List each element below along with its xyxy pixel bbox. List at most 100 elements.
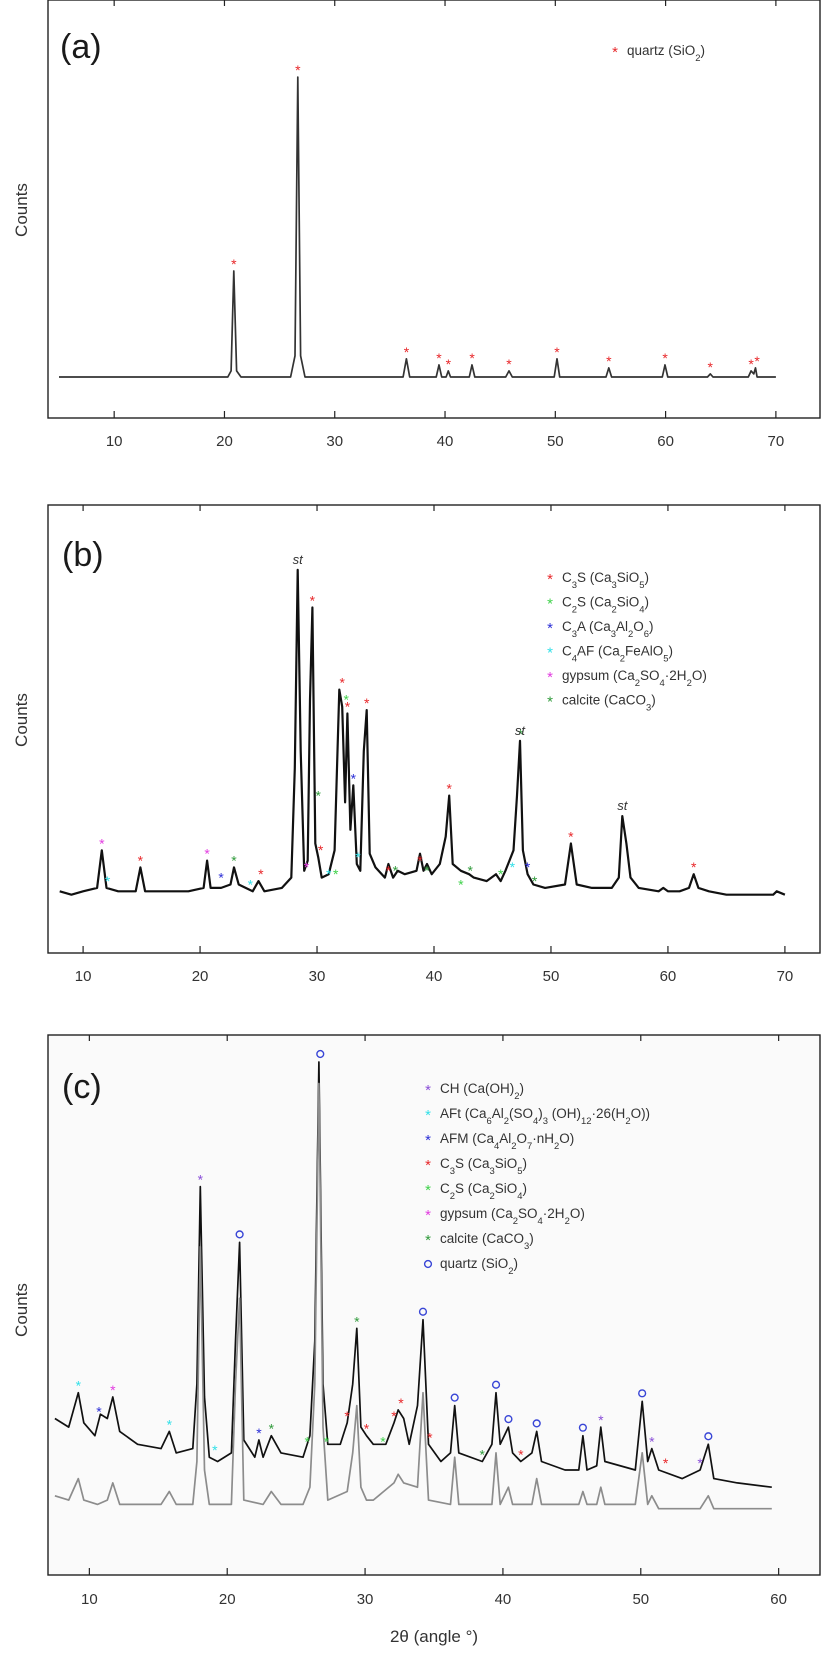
panel-c: (c) Counts 2θ (angle °) 10 20 30 40 50 60 ***… [12, 1034, 821, 1646]
legend-symbol: * [425, 1182, 431, 1199]
x-tick-label: 10 [75, 968, 92, 985]
peak-marker: * [354, 1313, 360, 1329]
plot-frame [47, 1034, 821, 1576]
peak-marker: * [269, 1421, 275, 1437]
x-axis-label: 2θ (angle °) [390, 1627, 478, 1646]
peak-marker: * [231, 256, 237, 272]
peak-marker: * [339, 675, 345, 691]
peak-marker: * [708, 359, 714, 375]
peak-marker: * [364, 1421, 370, 1437]
peak-marker: * [525, 859, 531, 875]
x-axis: 10 20 30 40 50 60 70 [75, 505, 793, 985]
peak-marker: * [324, 1434, 330, 1450]
peak-marker: * [568, 828, 574, 844]
peak-annotation: st [293, 552, 305, 567]
legend-symbol: * [547, 620, 553, 637]
peak-marker: * [446, 356, 452, 372]
peak-marker: * [318, 842, 324, 858]
legend-label: AFt (Ca6Al2(SO4)3 (OH)12·26(H2O)) [440, 1106, 650, 1127]
y-axis-label: Counts [12, 1283, 31, 1337]
legend-symbol: * [547, 571, 553, 588]
peak-annotation: st [515, 723, 527, 738]
legend-label: gypsum (Ca2SO4·2H2O) [562, 668, 707, 689]
peak-marker [418, 1307, 428, 1316]
x-tick-label: 50 [543, 968, 560, 985]
legend-label: AFM (Ca4Al2O7·nH2O) [440, 1131, 574, 1152]
x-tick-label: 20 [216, 433, 233, 450]
y-axis-label: Counts [12, 693, 31, 747]
legend-label: quartz (SiO2) [627, 43, 705, 64]
x-tick-label: 10 [81, 1591, 98, 1608]
legend-label: C4AF (Ca2FeAlO5) [562, 644, 673, 665]
series-line [54, 1061, 772, 1489]
peak-marker: * [167, 1416, 173, 1432]
peak-marker: * [344, 1408, 350, 1424]
peak-marker: * [99, 835, 105, 851]
peak-marker: * [304, 1434, 310, 1450]
legend: * quartz (SiO2) [612, 43, 705, 64]
panel-a: (a) Counts 10 20 30 40 50 60 70 *** * * * *** ** * * … [12, 0, 821, 450]
peak-marker: * [386, 863, 392, 879]
series-line [59, 568, 786, 896]
peak-marker [504, 1414, 513, 1424]
peak-marker: * [606, 353, 612, 369]
peak-marker: * [748, 356, 754, 372]
peak-marker [704, 1432, 713, 1441]
peak-marker: * [295, 62, 301, 78]
peak-marker: * [506, 356, 512, 372]
x-tick-label: 70 [768, 433, 785, 450]
peak-marker: * [364, 695, 370, 711]
series-layer [59, 76, 776, 378]
peak-marker: * [344, 692, 350, 708]
legend-symbol: * [425, 1132, 431, 1149]
legend-symbol: * [612, 44, 618, 61]
peak-marker: * [110, 1382, 116, 1398]
peak-marker: * [754, 353, 760, 369]
x-tick-label: 30 [357, 1591, 374, 1608]
peak-marker: * [315, 787, 321, 803]
peak-marker: * [468, 863, 474, 879]
legend-label: C2S (Ca2SiO4) [562, 595, 649, 616]
x-tick-label: 60 [660, 968, 677, 985]
peak-marker: * [417, 852, 423, 868]
peak-marker: * [649, 1434, 655, 1450]
legend-symbol: * [425, 1082, 431, 1099]
peak-marker [316, 1049, 325, 1059]
legend-symbol: * [425, 1157, 431, 1174]
peak-marker: * [76, 1378, 82, 1394]
peak-annotation: st [617, 798, 629, 813]
peak-marker [450, 1393, 459, 1402]
peak-marker: * [446, 781, 452, 797]
peak-marker: * [212, 1442, 218, 1458]
peak-marker: * [518, 1446, 524, 1462]
legend-symbol: * [425, 1232, 431, 1249]
series-line [59, 76, 776, 378]
x-axis: 10 20 30 40 50 60 [81, 1035, 787, 1608]
peak-marker: * [333, 866, 339, 882]
plot-frame [47, 504, 821, 954]
peak-marker: * [480, 1446, 486, 1462]
peak-marker: * [424, 863, 430, 879]
peak-marker: * [304, 859, 310, 875]
x-tick-label: 20 [219, 1591, 236, 1608]
peak-marker: * [231, 852, 237, 868]
panel-label: (a) [60, 28, 102, 66]
peak-marker: * [96, 1404, 102, 1420]
legend-label: C2S (Ca2SiO4) [440, 1181, 527, 1202]
x-tick-label: 10 [106, 433, 123, 450]
peak-marker: * [598, 1412, 604, 1428]
peak-marker: * [458, 876, 464, 892]
x-tick-label: 60 [770, 1591, 787, 1608]
annotation-layer: st st st [293, 552, 629, 813]
legend-label: calcite (CaCO3) [562, 693, 656, 714]
peak-marker: * [218, 869, 224, 885]
plot-frame [47, 0, 821, 419]
peak-marker: * [380, 1434, 386, 1450]
legend-symbol: * [547, 596, 553, 613]
peak-marker: * [204, 846, 210, 862]
x-tick-label: 40 [426, 968, 443, 985]
peak-marker: * [663, 1455, 669, 1471]
series-layer [59, 568, 786, 896]
peak-marker [578, 1423, 587, 1432]
